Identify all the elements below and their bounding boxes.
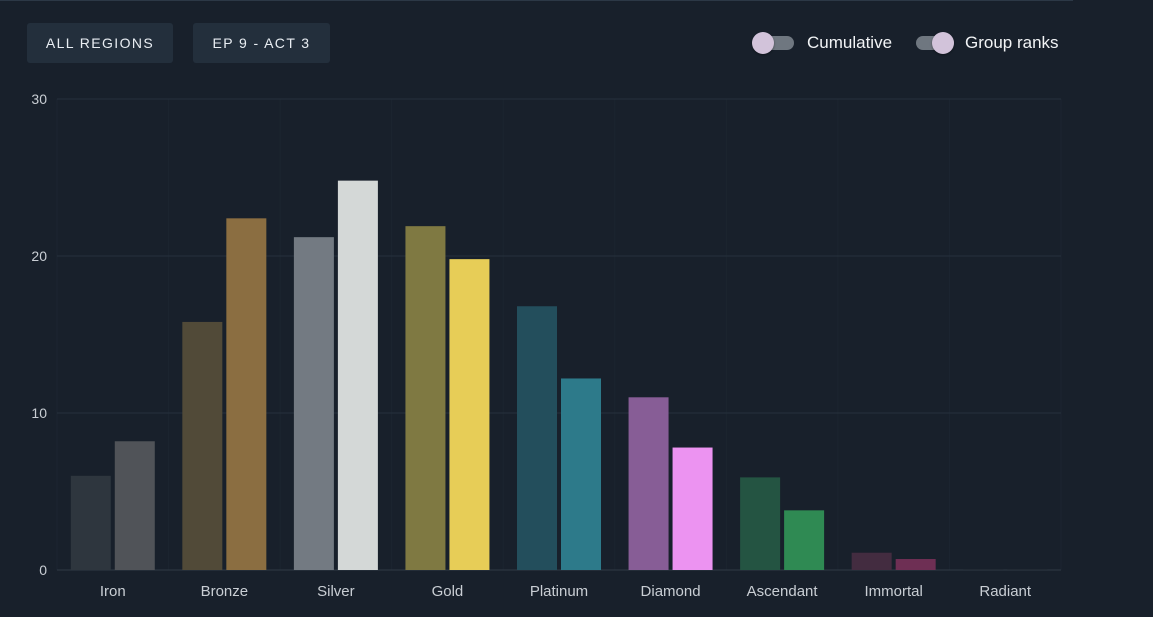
x-tick-label-bronze: Bronze bbox=[201, 583, 249, 600]
cumulative-toggle[interactable]: Cumulative bbox=[752, 30, 892, 56]
bar-gold-current bbox=[449, 259, 490, 570]
act-filter-button[interactable]: EP 9 - ACT 3 bbox=[193, 23, 330, 63]
bar-radiant-current bbox=[1007, 569, 1048, 570]
cumulative-switch[interactable] bbox=[752, 30, 794, 56]
group-ranks-switch[interactable] bbox=[912, 30, 954, 56]
bar-silver-current bbox=[337, 180, 378, 570]
cumulative-label: Cumulative bbox=[807, 33, 893, 52]
bar-immortal-previous bbox=[851, 552, 892, 570]
x-tick-label-gold: Gold bbox=[432, 583, 464, 600]
group-ranks-label: Group ranks bbox=[965, 33, 1059, 52]
group-ranks-toggle[interactable]: Group ranks bbox=[912, 30, 1059, 56]
region-filter-button[interactable]: ALL REGIONS bbox=[27, 23, 173, 63]
bar-diamond-current bbox=[672, 447, 713, 570]
bar-radiant-previous bbox=[963, 569, 1004, 570]
bar-ascendant-previous bbox=[740, 477, 781, 570]
bar-platinum-previous bbox=[517, 306, 557, 570]
top-divider bbox=[0, 0, 1073, 1]
bar-diamond-previous bbox=[628, 397, 669, 570]
bar-immortal-current bbox=[895, 559, 936, 570]
bar-bronze-current bbox=[226, 218, 267, 570]
bar-ascendant-current bbox=[784, 510, 825, 570]
y-tick-label: 30 bbox=[31, 91, 47, 107]
bar-bronze-previous bbox=[182, 321, 223, 570]
y-tick-label: 20 bbox=[31, 248, 47, 264]
x-tick-label-immortal: Immortal bbox=[864, 583, 922, 600]
bar-gold-previous bbox=[405, 226, 446, 571]
x-tick-label-silver: Silver bbox=[317, 583, 355, 600]
y-tick-label: 0 bbox=[39, 562, 47, 578]
x-tick-label-radiant: Radiant bbox=[979, 583, 1032, 600]
x-tick-label-platinum: Platinum bbox=[530, 583, 588, 600]
bar-iron-current bbox=[114, 441, 155, 570]
bar-iron-previous bbox=[70, 475, 111, 570]
bar-silver-previous bbox=[293, 237, 334, 570]
x-tick-label-diamond: Diamond bbox=[641, 583, 701, 600]
y-tick-label: 10 bbox=[31, 405, 47, 421]
x-tick-label-ascendant: Ascendant bbox=[747, 583, 819, 600]
bar-platinum-current bbox=[561, 378, 601, 570]
group-ranks-switch-knob[interactable] bbox=[932, 32, 954, 54]
cumulative-switch-knob[interactable] bbox=[752, 32, 774, 54]
x-tick-label-iron: Iron bbox=[100, 583, 126, 600]
